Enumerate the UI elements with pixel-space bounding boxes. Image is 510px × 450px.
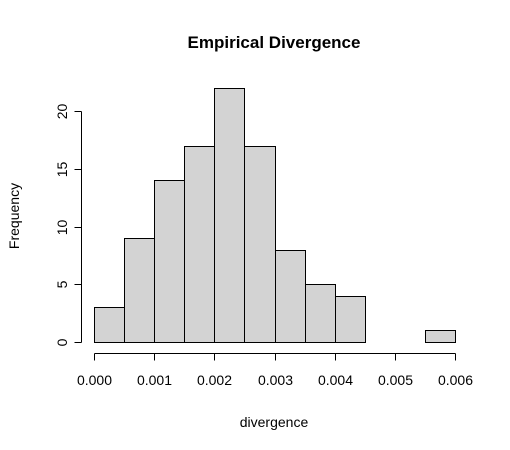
x-tick-label: 0.004: [318, 372, 353, 388]
bars-group: [94, 88, 456, 343]
y-tick-label: 5: [54, 280, 70, 288]
histogram-bar: [94, 307, 125, 343]
y-axis: 0 5 10 15 20: [54, 104, 82, 346]
x-tick-label: 0.002: [197, 372, 232, 388]
x-tick-label: 0.005: [378, 372, 413, 388]
histogram-bar: [244, 146, 276, 343]
x-tick-label: 0.003: [258, 372, 293, 388]
chart-title: Empirical Divergence: [188, 33, 361, 52]
y-axis-label: Frequency: [6, 183, 22, 249]
y-tick-label: 10: [54, 220, 70, 236]
histogram-bar: [154, 180, 185, 343]
x-tick-label: 0.000: [77, 372, 112, 388]
x-tick-label: 0.001: [137, 372, 172, 388]
x-axis-label: divergence: [240, 414, 309, 430]
histogram-bar: [425, 330, 456, 343]
histogram-bar: [275, 250, 306, 343]
y-tick-label: 15: [54, 162, 70, 178]
histogram-bar: [214, 88, 245, 343]
x-axis: 0.000 0.001 0.002 0.003 0.004 0.005 0.006: [77, 353, 473, 388]
y-tick-label: 0: [54, 338, 70, 346]
x-tick-label: 0.006: [438, 372, 473, 388]
histogram-bar: [305, 284, 336, 343]
y-tick-label: 20: [54, 104, 70, 120]
histogram-bar: [124, 238, 155, 343]
histogram-bar: [335, 296, 366, 343]
histogram-bar: [184, 146, 215, 343]
